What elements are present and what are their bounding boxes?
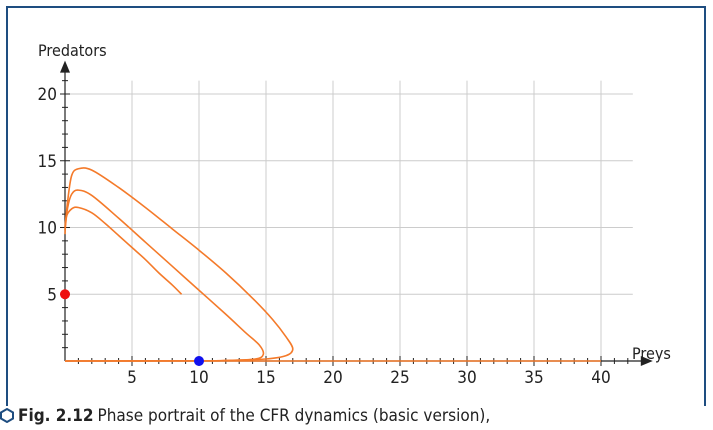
y-axis-arrow [60,60,70,73]
y-axis-label: Predators [38,41,107,60]
figure-caption: Fig. 2.12 Phase portrait of the CFR dynam… [0,405,490,427]
y-tick-label: 10 [38,219,57,239]
y-tick-label: 5 [47,285,57,305]
x-tick-label: 20 [323,368,342,388]
figure-label: Fig. 2.12 [18,406,94,426]
phase-portrait-chart: 5 10 15 20 25 30 35 40 5 10 15 20 Preys Predators [38,41,671,388]
x-tick-label: 10 [189,368,208,388]
figure-caption-text: Phase portrait of the CFR dynamics (basi… [97,406,491,426]
trajectory-curve [64,206,183,295]
series-layer [64,167,601,362]
points-layer [60,289,204,366]
x-axis-arrow [640,356,653,366]
x-tick-label: 40 [591,368,610,388]
y-tick-label: 20 [38,85,57,105]
x-axis-label: Preys [632,344,671,363]
x-tick-label: 30 [457,368,476,388]
x-tick-label: 5 [127,368,137,388]
hexagon-icon [0,408,14,423]
equilibrium-point [194,356,204,366]
axes [60,60,653,366]
x-tick-label: 25 [390,368,409,388]
x-tick-label: 35 [524,368,543,388]
trajectory-curve [64,167,294,362]
grid [65,80,633,361]
x-tick-label: 15 [256,368,275,388]
tick-labels: 5 10 15 20 25 30 35 40 5 10 15 20 [38,85,611,388]
figure-frame [6,6,706,406]
y-tick-label: 15 [38,152,57,172]
equilibrium-point [60,289,70,300]
